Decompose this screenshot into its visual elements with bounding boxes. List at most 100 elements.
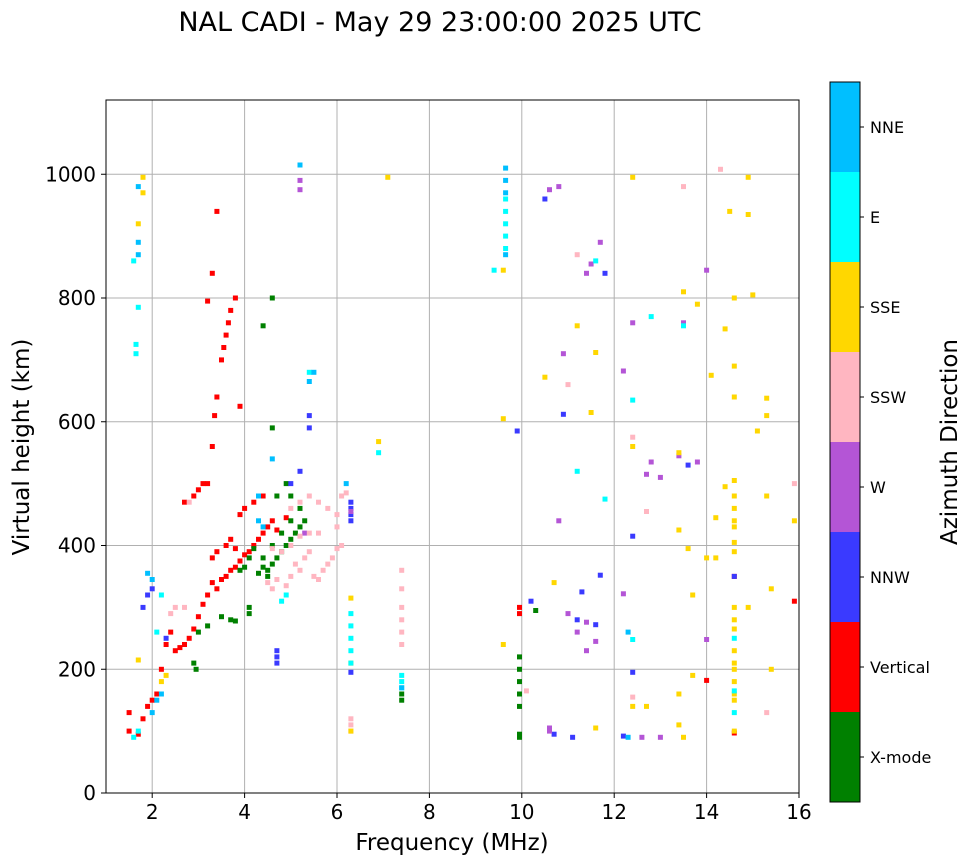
colorbar-segment bbox=[830, 262, 860, 352]
point-e bbox=[348, 611, 354, 617]
point-sse bbox=[694, 301, 700, 307]
point-sse bbox=[135, 221, 141, 227]
point-nne bbox=[625, 629, 631, 635]
point-sse bbox=[731, 363, 737, 369]
colorbar-segment bbox=[830, 442, 860, 532]
point-e bbox=[133, 341, 139, 347]
point-sse bbox=[500, 642, 506, 647]
point-nne bbox=[311, 369, 317, 375]
point-w bbox=[547, 728, 552, 734]
point-nnw bbox=[574, 617, 580, 623]
point-ssw bbox=[718, 166, 723, 172]
point-sse bbox=[731, 524, 737, 530]
point-ssw bbox=[523, 688, 529, 694]
point-e bbox=[681, 323, 686, 329]
point-ssw bbox=[297, 533, 303, 539]
point-ssw bbox=[399, 586, 405, 592]
point-vertical bbox=[251, 499, 257, 505]
point-ssw bbox=[334, 524, 340, 530]
point-e bbox=[135, 728, 141, 734]
point-x-mode bbox=[256, 570, 261, 576]
point-vertical bbox=[212, 413, 218, 419]
point-ssw bbox=[644, 509, 649, 514]
point-w bbox=[644, 471, 649, 477]
point-x-mode bbox=[260, 555, 266, 561]
point-w bbox=[556, 518, 562, 524]
point-nne bbox=[158, 691, 164, 697]
point-sse bbox=[676, 450, 682, 456]
point-sse bbox=[551, 580, 557, 586]
data-points bbox=[126, 162, 797, 740]
point-vertical bbox=[209, 555, 215, 561]
point-x-mode bbox=[517, 654, 522, 660]
colorbar-label: X-mode bbox=[870, 748, 931, 767]
point-sse bbox=[731, 648, 737, 654]
point-vertical bbox=[225, 320, 231, 326]
point-x-mode bbox=[288, 493, 294, 499]
point-ssw bbox=[316, 577, 321, 582]
point-ssw bbox=[283, 583, 289, 589]
point-nne bbox=[297, 162, 303, 168]
point-ssw bbox=[182, 604, 187, 610]
point-w bbox=[620, 368, 626, 374]
point-ssw bbox=[186, 499, 192, 505]
point-ssw bbox=[316, 499, 321, 505]
point-ssw bbox=[399, 629, 405, 635]
point-ssw bbox=[320, 567, 326, 573]
x-tick-label: 8 bbox=[423, 800, 436, 824]
point-nne bbox=[135, 239, 141, 245]
point-sse bbox=[768, 586, 774, 592]
point-x-mode bbox=[260, 564, 266, 570]
point-sse bbox=[630, 444, 636, 449]
point-x-mode bbox=[246, 604, 252, 610]
point-sse bbox=[676, 691, 682, 697]
point-vertical bbox=[219, 357, 224, 363]
point-sse bbox=[685, 546, 691, 552]
point-sse bbox=[722, 326, 728, 332]
colorbar-label: NNE bbox=[870, 118, 904, 137]
point-vertical bbox=[517, 611, 522, 617]
point-nnw bbox=[593, 622, 599, 628]
point-sse bbox=[542, 374, 548, 380]
point-vertical bbox=[221, 345, 227, 350]
point-nne bbox=[343, 481, 349, 487]
point-sse bbox=[690, 592, 696, 598]
point-x-mode bbox=[251, 546, 257, 552]
point-sse bbox=[731, 518, 737, 524]
point-e bbox=[348, 660, 354, 666]
point-e bbox=[131, 258, 137, 264]
point-ssw bbox=[348, 722, 354, 728]
point-ssw bbox=[279, 549, 285, 555]
point-vertical bbox=[232, 295, 238, 301]
colorbar-segment bbox=[830, 622, 860, 712]
point-x-mode bbox=[517, 679, 522, 685]
point-sse bbox=[731, 478, 737, 483]
point-ssw bbox=[348, 716, 354, 722]
point-ssw bbox=[764, 710, 770, 716]
point-e bbox=[731, 688, 737, 694]
point-vertical bbox=[242, 552, 248, 558]
point-e bbox=[399, 679, 405, 685]
colorbar-labels: X-mode Vertical NNW W SSW SSE E NNE bbox=[860, 118, 931, 767]
point-vertical bbox=[214, 208, 220, 214]
point-e bbox=[630, 637, 636, 642]
colorbar-segment bbox=[830, 82, 860, 172]
point-w bbox=[547, 725, 552, 731]
point-ssw bbox=[269, 586, 275, 592]
point-vertical bbox=[260, 530, 266, 536]
point-e bbox=[602, 496, 608, 502]
point-sse bbox=[731, 679, 737, 685]
point-ssw bbox=[311, 573, 317, 579]
point-x-mode bbox=[195, 629, 201, 635]
point-e bbox=[630, 397, 636, 403]
point-vertical bbox=[158, 666, 164, 672]
point-ssw bbox=[325, 561, 331, 567]
point-sse bbox=[681, 734, 686, 740]
colorbar-label: SSE bbox=[870, 298, 900, 317]
point-w bbox=[574, 629, 580, 635]
y-tick-label: 200 bbox=[58, 657, 96, 681]
point-x-mode bbox=[533, 608, 539, 613]
colorbar-segment bbox=[830, 352, 860, 442]
point-vertical bbox=[256, 536, 261, 542]
point-nnw bbox=[348, 669, 354, 675]
